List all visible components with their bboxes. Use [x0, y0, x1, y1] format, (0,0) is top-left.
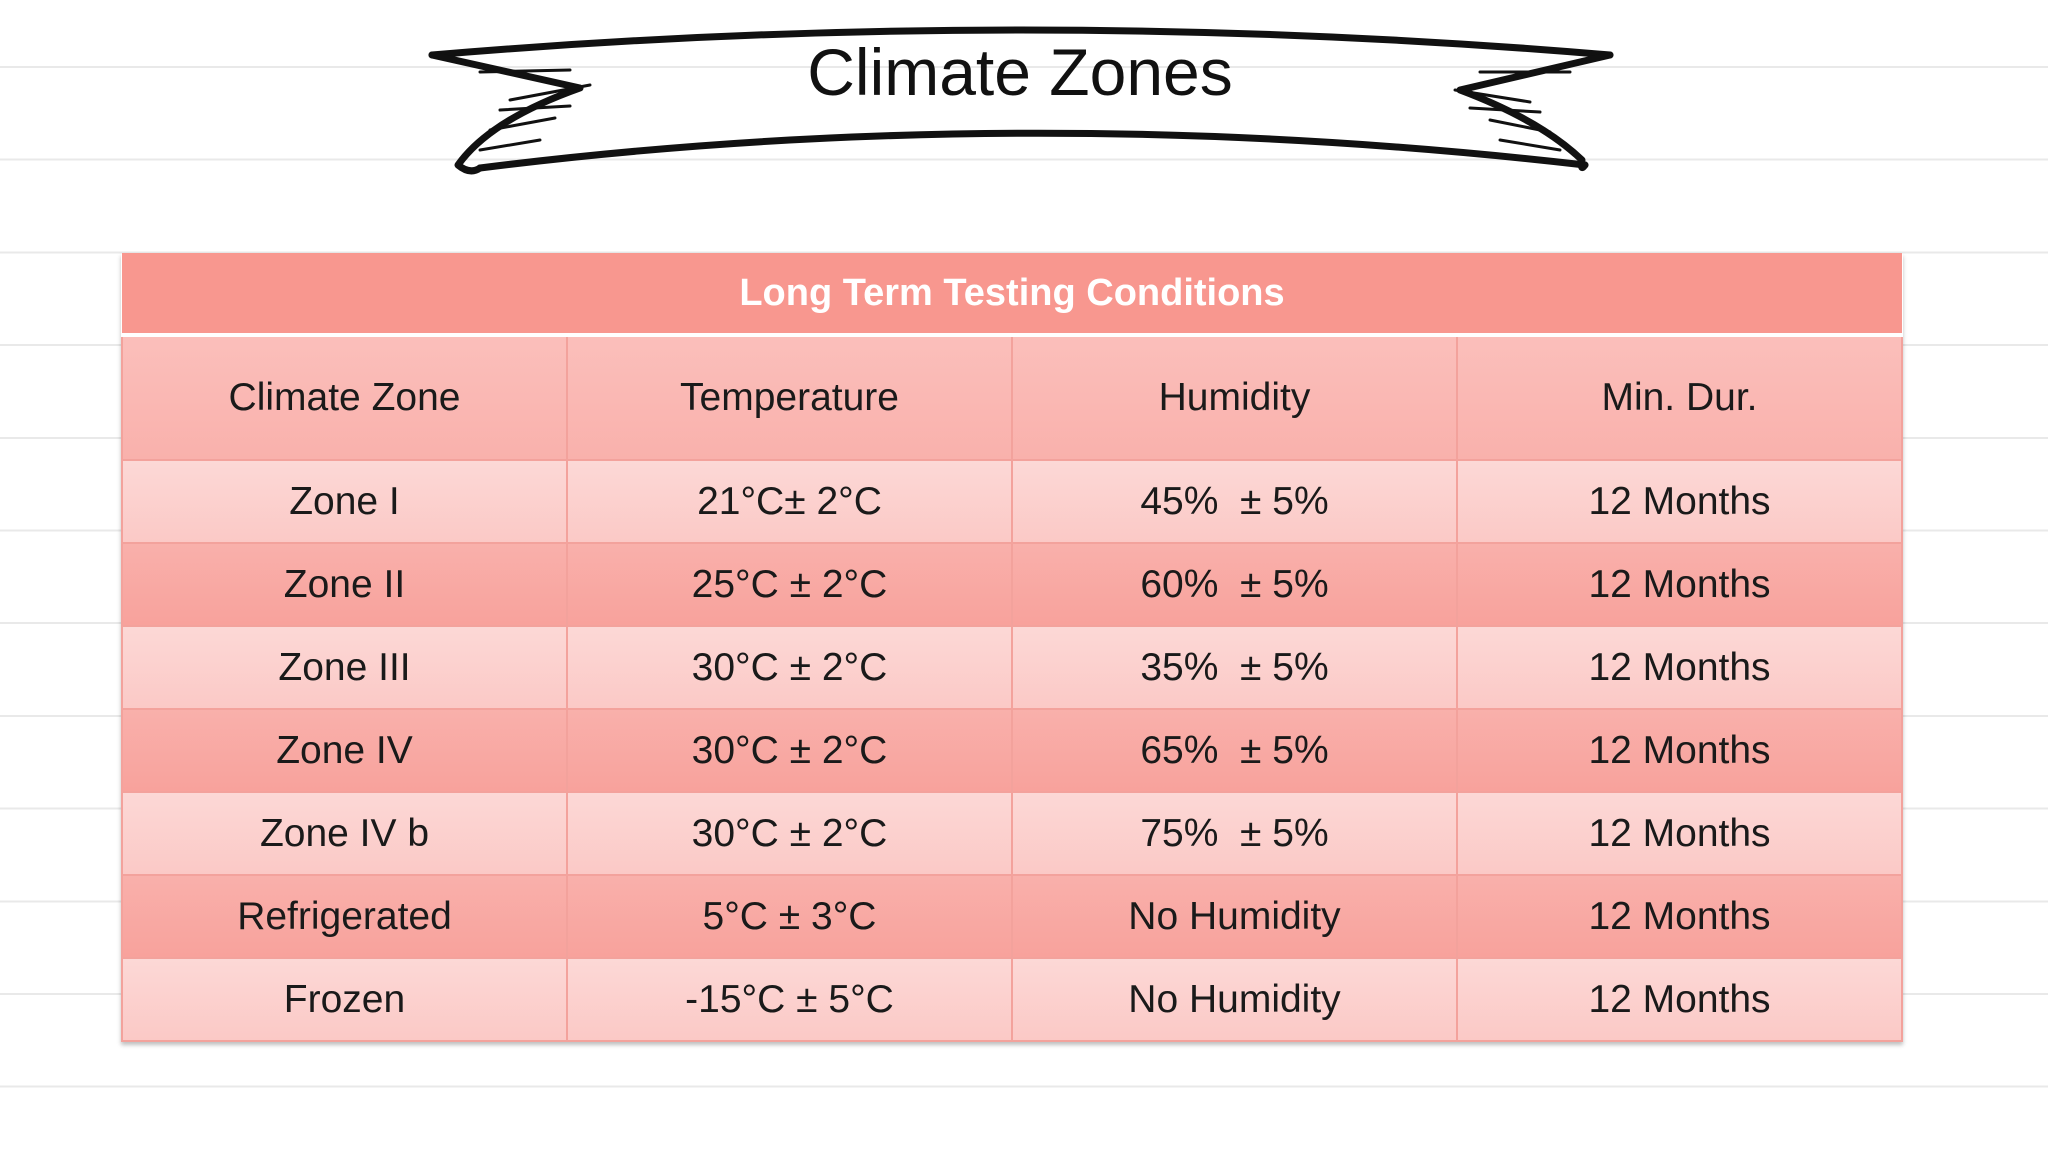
table-cell: 12 Months [1456, 626, 1903, 710]
column-header: Climate Zone [121, 335, 568, 461]
table-row: Refrigerated 5°C ± 3°C No Humidity 12 Month… [121, 875, 1903, 959]
table-cell: 12 Months [1456, 958, 1903, 1042]
table-row: Zone II 25°C ± 2°C 60% ± 5% 12 Months [121, 543, 1903, 627]
table-row: Zone I 21°C± 2°C 45% ± 5% 12 Months [121, 460, 1903, 544]
table-cell: 5°C ± 3°C [566, 875, 1013, 959]
table-caption: Long Term Testing Conditions [122, 253, 1902, 337]
table-row: Zone IV b 30°C ± 2°C 75% ± 5% 12 Months [121, 792, 1903, 876]
table-cell: -15°C ± 5°C [566, 958, 1013, 1042]
table-cell: Zone I [121, 460, 568, 544]
table-row: Frozen -15°C ± 5°C No Humidity 12 Months [121, 958, 1903, 1042]
conditions-table: Long Term Testing Conditions Climate Zon… [121, 253, 1903, 1042]
table-cell: 30°C ± 2°C [566, 792, 1013, 876]
table-cell: 12 Months [1456, 543, 1903, 627]
column-header: Humidity [1011, 335, 1458, 461]
table-cell: 35% ± 5% [1011, 626, 1458, 710]
table-cell: Zone II [121, 543, 568, 627]
table-cell: 45% ± 5% [1011, 460, 1458, 544]
table-cell: 65% ± 5% [1011, 709, 1458, 793]
banner-ribbon [428, 26, 1614, 175]
table-cell: Zone III [121, 626, 568, 710]
table-cell: 12 Months [1456, 792, 1903, 876]
table-cell: 60% ± 5% [1011, 543, 1458, 627]
table-cell: 21°C± 2°C [566, 460, 1013, 544]
table-row: Zone IV 30°C ± 2°C 65% ± 5% 12 Months [121, 709, 1903, 793]
caption-row: Long Term Testing Conditions [122, 253, 1902, 337]
table-cell: No Humidity [1011, 958, 1458, 1042]
table-cell: 75% ± 5% [1011, 792, 1458, 876]
table-cell: Frozen [121, 958, 568, 1042]
table-cell: No Humidity [1011, 875, 1458, 959]
column-header: Temperature [566, 335, 1013, 461]
table-cell: Zone IV b [121, 792, 568, 876]
table-cell: 25°C ± 2°C [566, 543, 1013, 627]
table-cell: Zone IV [121, 709, 568, 793]
table-row: Zone III 30°C ± 2°C 35% ± 5% 12 Months [121, 626, 1903, 710]
column-header: Min. Dur. [1456, 335, 1903, 461]
table-cell: Refrigerated [121, 875, 568, 959]
table-cell: 12 Months [1456, 460, 1903, 544]
table-cell: 12 Months [1456, 875, 1903, 959]
column-header-row: Climate Zone Temperature Humidity Min. Dur. [121, 335, 1903, 461]
table-cell: 30°C ± 2°C [566, 626, 1013, 710]
table-cell: 12 Months [1456, 709, 1903, 793]
banner-title: Climate Zones [807, 35, 1233, 109]
table-cell: 30°C ± 2°C [566, 709, 1013, 793]
